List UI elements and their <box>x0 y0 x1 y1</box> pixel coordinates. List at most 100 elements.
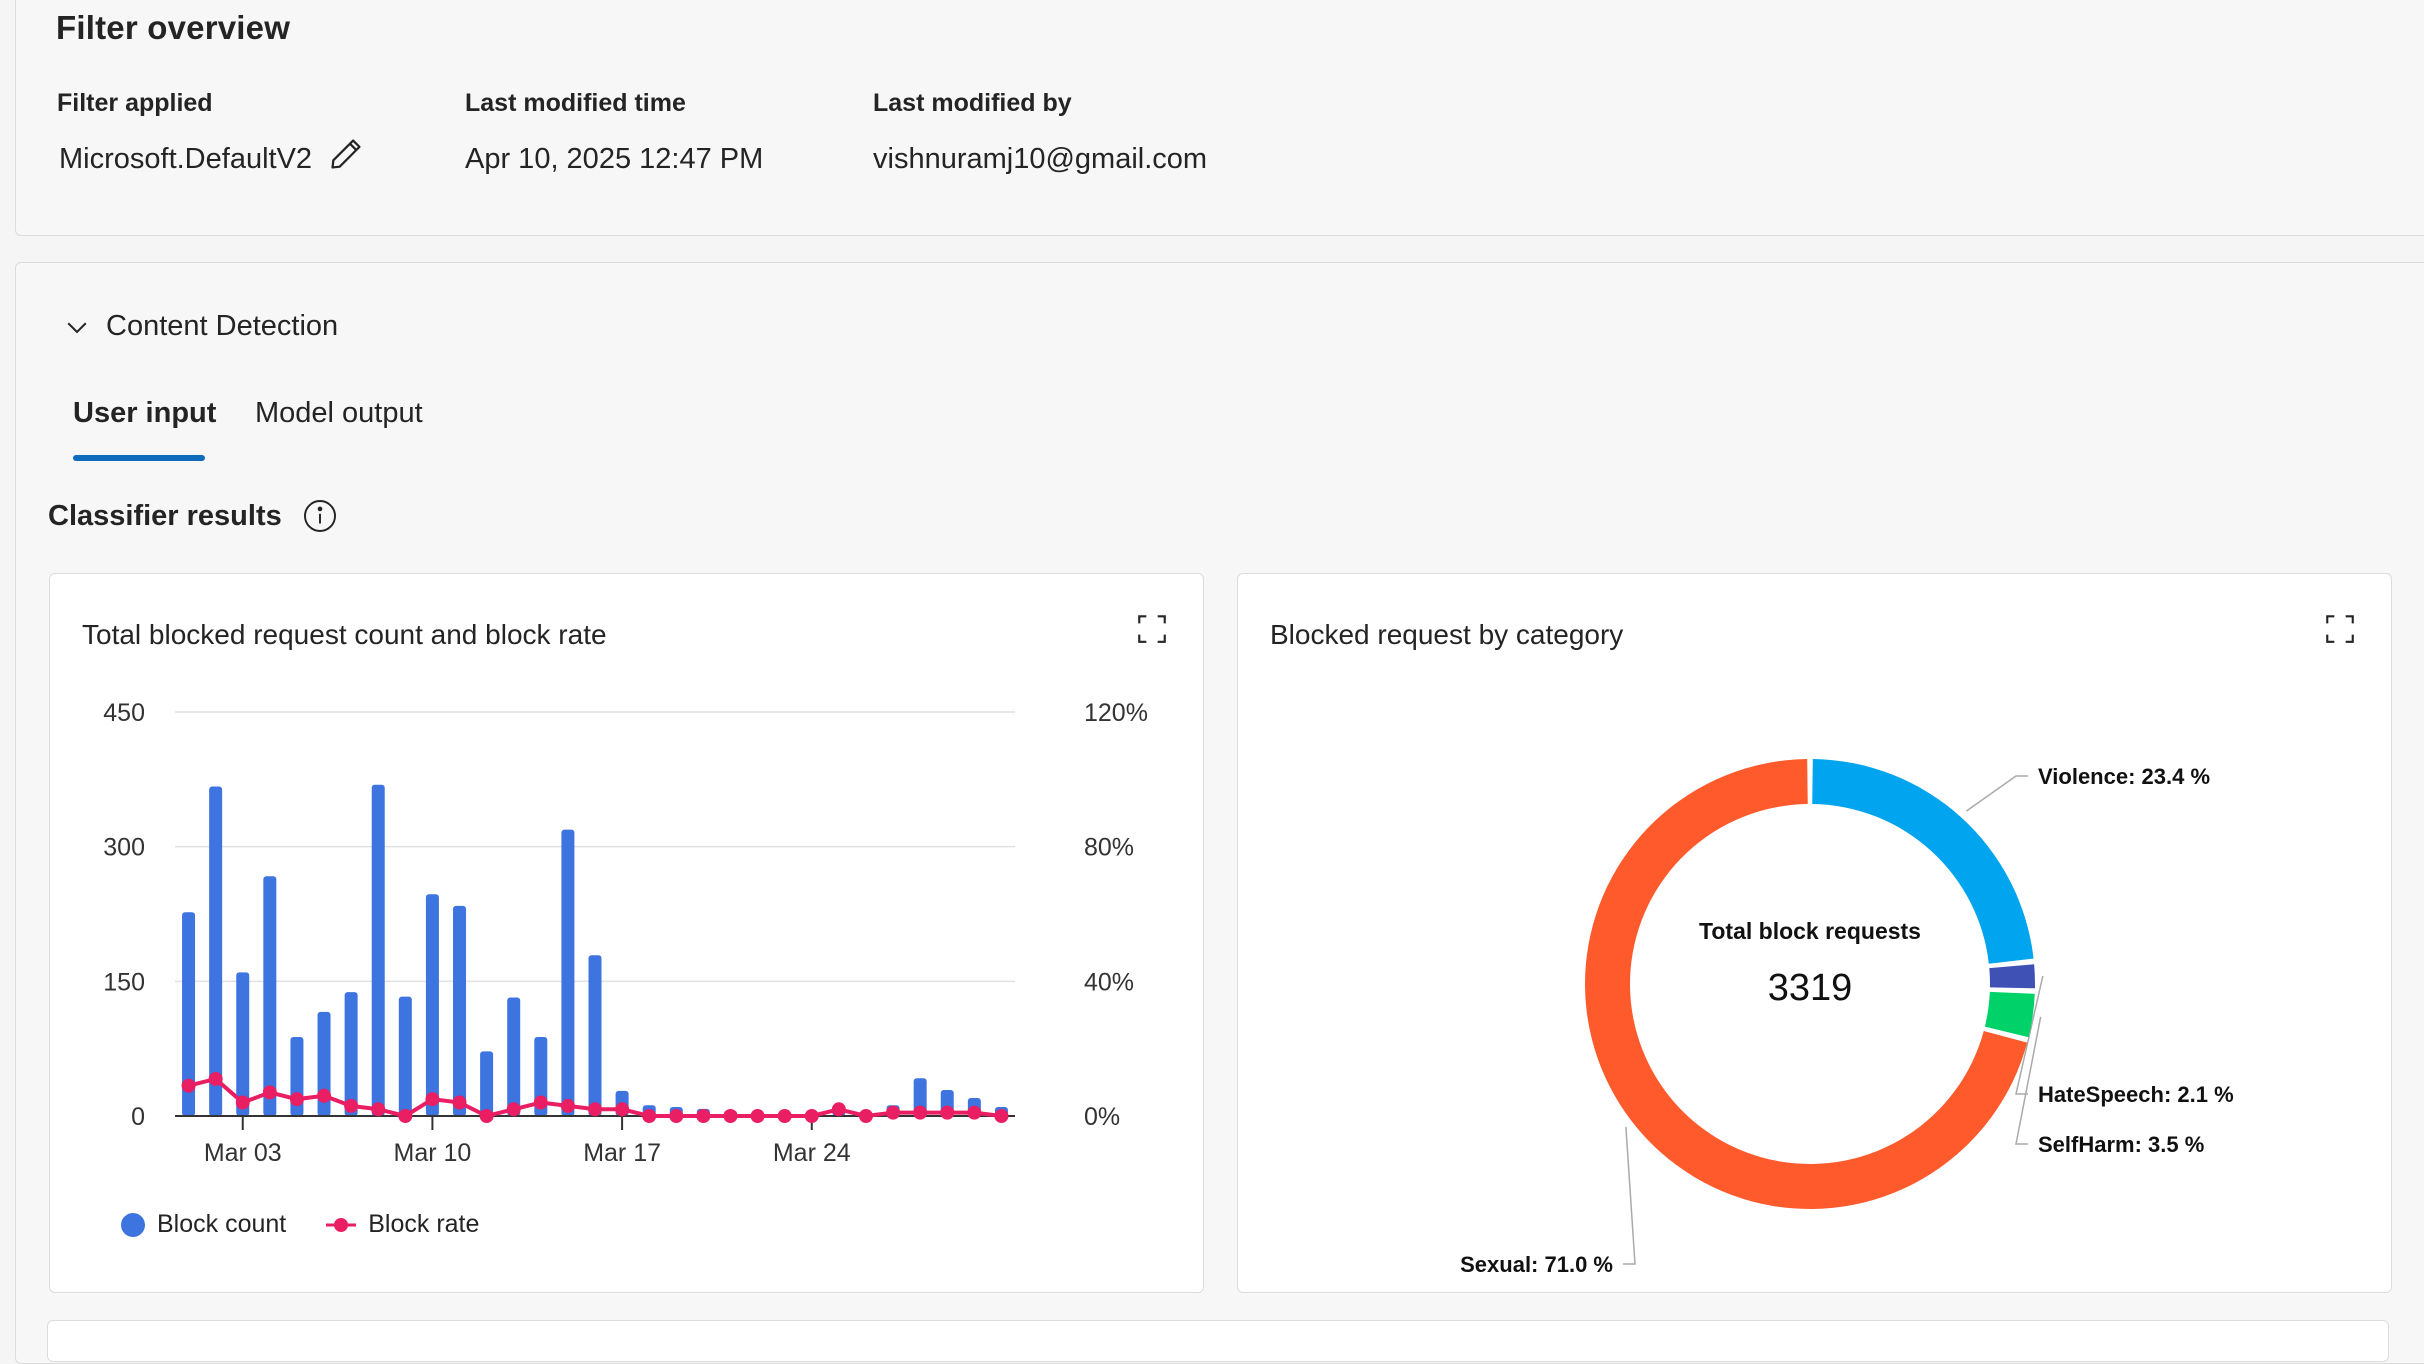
info-icon[interactable] <box>302 498 338 534</box>
tab-user-input[interactable]: User input <box>73 397 217 429</box>
bar-line-chart: 450 300 150 0 120% 80% 40% 0% Mar 03 Mar 10 Mar 17… <box>103 699 1148 1167</box>
rate-point <box>208 1071 223 1086</box>
donut-center-label: Total block requests <box>1699 918 1921 944</box>
legend-block-rate-label: Block rate <box>368 1210 480 1238</box>
rate-point <box>642 1109 657 1123</box>
rate-point <box>615 1102 630 1117</box>
rate-point <box>235 1095 250 1110</box>
bar-block-count <box>209 786 223 1116</box>
filter-applied-value: Microsoft.DefaultV2 <box>59 143 313 175</box>
rate-point <box>669 1109 684 1123</box>
donut-center-value: 3319 <box>1768 967 1853 1009</box>
bar-block-count <box>371 784 385 1116</box>
rate-point <box>425 1092 440 1107</box>
donut-slice-hatespeech <box>1989 964 2035 989</box>
bar-block-count <box>561 829 575 1116</box>
bar-block-count <box>182 912 196 1116</box>
y-right-tick-label: 40% <box>1084 968 1134 996</box>
rate-point <box>804 1109 819 1123</box>
legend-bar-swatch <box>121 1212 145 1237</box>
rate-point <box>289 1092 304 1107</box>
rate-point <box>831 1102 846 1117</box>
x-tick-label: Mar 17 <box>583 1139 661 1167</box>
bar-block-count <box>236 972 250 1116</box>
classifier-results-heading: Classifier results <box>48 498 338 534</box>
pencil-icon[interactable] <box>327 135 365 173</box>
rate-point <box>344 1098 359 1113</box>
x-tick-label: Mar 10 <box>394 1139 472 1167</box>
y-right-tick-label: 0% <box>1084 1103 1120 1131</box>
chart-legend: Block count Block rate <box>121 1210 519 1239</box>
last-modified-by-label: Last modified by <box>873 89 1072 117</box>
expand-icon[interactable] <box>1135 612 1169 646</box>
content-detection-title: Content Detection <box>106 310 339 342</box>
donut-chart: Violence: 23.4 % HateSpeech: 2.1 % SelfHar… <box>1460 759 2234 1277</box>
slice-label-selfharm: SelfHarm: 3.5 % <box>2038 1132 2204 1157</box>
last-modified-time-value: Apr 10, 2025 12:47 PM <box>465 143 764 175</box>
next-card-edge <box>47 1320 2389 1362</box>
rate-point <box>533 1095 548 1110</box>
rate-point <box>398 1109 413 1123</box>
bar-block-count <box>588 955 602 1116</box>
bar-block-count <box>425 894 439 1116</box>
leader-line <box>1623 1126 1636 1265</box>
rate-point <box>723 1109 738 1123</box>
rate-point <box>560 1098 575 1113</box>
rate-point <box>371 1102 386 1117</box>
rate-point <box>913 1105 928 1120</box>
last-modified-time-label: Last modified time <box>465 89 686 117</box>
legend-block-count[interactable]: Block count <box>121 1210 286 1239</box>
rate-point <box>506 1102 521 1117</box>
rate-point <box>479 1109 494 1123</box>
y-right-tick-label: 80% <box>1084 834 1134 862</box>
content-detection-toggle[interactable]: Content Detection <box>62 310 338 343</box>
last-modified-by-value: vishnuramj10@gmail.com <box>873 143 1208 175</box>
x-tick-label: Mar 24 <box>773 1139 851 1167</box>
bar-block-count <box>534 1036 548 1116</box>
content-detection-panel: Content Detection User input Model outpu… <box>15 262 2424 1364</box>
x-tick-label: Mar 03 <box>204 1139 282 1167</box>
rate-point <box>858 1109 873 1123</box>
bar-block-count <box>453 905 467 1116</box>
legend-line-swatch <box>326 1217 357 1232</box>
slice-label-hatespeech: HateSpeech: 2.1 % <box>2038 1082 2234 1107</box>
category-chart-card: Blocked request by category Violence: 23… <box>1237 573 2392 1293</box>
rate-point <box>886 1105 901 1120</box>
selected-tab-indicator <box>73 455 205 461</box>
legend-block-rate[interactable]: Block rate <box>326 1210 479 1239</box>
bar-block-count <box>344 992 358 1116</box>
slice-label-violence: Violence: 23.4 % <box>2038 764 2210 789</box>
rate-point <box>777 1109 792 1123</box>
filter-applied-label: Filter applied <box>57 89 213 117</box>
y-right-tick-label: 120% <box>1084 699 1148 727</box>
chart-title: Blocked request by category <box>1270 619 1624 650</box>
blocked-count-chart-card: Total blocked request count and block ra… <box>49 573 1204 1293</box>
bar-block-count <box>480 1051 494 1116</box>
expand-icon[interactable] <box>2323 612 2357 646</box>
rate-point <box>262 1085 277 1100</box>
rate-point <box>452 1095 467 1110</box>
donut-slice-violence <box>1812 759 2034 964</box>
bar-block-count <box>263 876 277 1116</box>
y-left-tick-label: 0 <box>131 1103 145 1131</box>
rate-point <box>588 1102 602 1117</box>
rate-point <box>940 1105 955 1120</box>
chevron-down-icon <box>67 322 87 333</box>
rate-point <box>696 1109 711 1123</box>
y-left-tick-label: 300 <box>103 834 145 862</box>
bar-block-count <box>507 997 521 1116</box>
rate-point <box>994 1109 1009 1123</box>
y-left-tick-label: 150 <box>103 968 145 996</box>
classifier-results-title: Classifier results <box>48 499 282 532</box>
rate-point <box>967 1105 982 1120</box>
leader-line <box>1965 775 2028 812</box>
rate-point <box>181 1078 196 1093</box>
chart-title: Total blocked request count and block ra… <box>82 619 607 650</box>
slice-label-sexual: Sexual: 71.0 % <box>1460 1252 1613 1277</box>
legend-block-count-label: Block count <box>157 1210 287 1238</box>
tab-model-output[interactable]: Model output <box>255 397 423 429</box>
donut-slice-selfharm <box>1984 991 2035 1038</box>
bar-block-count <box>398 996 412 1116</box>
y-left-tick-label: 450 <box>103 699 145 727</box>
leader-line <box>2015 975 2044 1095</box>
